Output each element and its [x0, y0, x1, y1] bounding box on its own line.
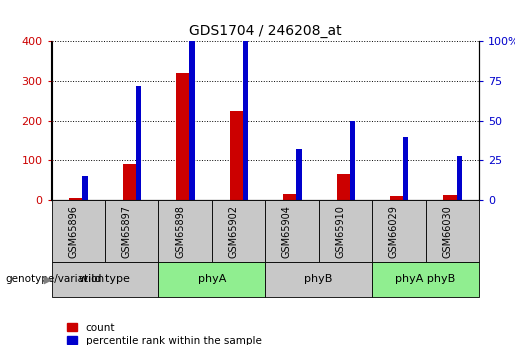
Bar: [425, 200, 479, 262]
Bar: [212, 200, 265, 262]
Text: GSM65910: GSM65910: [335, 205, 346, 258]
Bar: [283, 194, 297, 200]
Text: ▶: ▶: [44, 275, 53, 284]
Text: phyA phyB: phyA phyB: [396, 275, 456, 284]
Bar: [82, 176, 88, 200]
Text: GSM66029: GSM66029: [389, 205, 399, 258]
Bar: [159, 200, 212, 262]
Text: phyA: phyA: [198, 275, 226, 284]
Bar: [372, 200, 425, 262]
Title: GDS1704 / 246208_at: GDS1704 / 246208_at: [189, 23, 341, 38]
Bar: [265, 262, 372, 297]
Bar: [52, 200, 105, 262]
Text: genotype/variation: genotype/variation: [5, 275, 104, 284]
Bar: [265, 200, 319, 262]
Bar: [190, 0, 195, 200]
Bar: [403, 137, 408, 200]
Bar: [230, 111, 243, 200]
Bar: [70, 198, 83, 200]
Text: GSM65896: GSM65896: [68, 205, 78, 258]
Bar: [390, 196, 403, 200]
Bar: [136, 86, 141, 200]
Bar: [243, 37, 248, 200]
Legend: count, percentile rank within the sample: count, percentile rank within the sample: [67, 323, 262, 345]
Bar: [456, 156, 462, 200]
Text: GSM65898: GSM65898: [175, 205, 185, 258]
Text: wild type: wild type: [79, 275, 130, 284]
Bar: [123, 164, 136, 200]
Text: GSM65904: GSM65904: [282, 205, 292, 258]
Text: phyB: phyB: [304, 275, 333, 284]
Bar: [319, 200, 372, 262]
Bar: [443, 195, 457, 200]
Text: GSM66030: GSM66030: [442, 205, 452, 257]
Bar: [159, 262, 265, 297]
Bar: [52, 262, 159, 297]
Bar: [105, 200, 159, 262]
Bar: [176, 73, 190, 200]
Text: GSM65897: GSM65897: [122, 205, 132, 258]
Bar: [350, 121, 355, 200]
Text: GSM65902: GSM65902: [229, 205, 238, 258]
Bar: [372, 262, 479, 297]
Bar: [337, 174, 350, 200]
Bar: [296, 149, 302, 200]
